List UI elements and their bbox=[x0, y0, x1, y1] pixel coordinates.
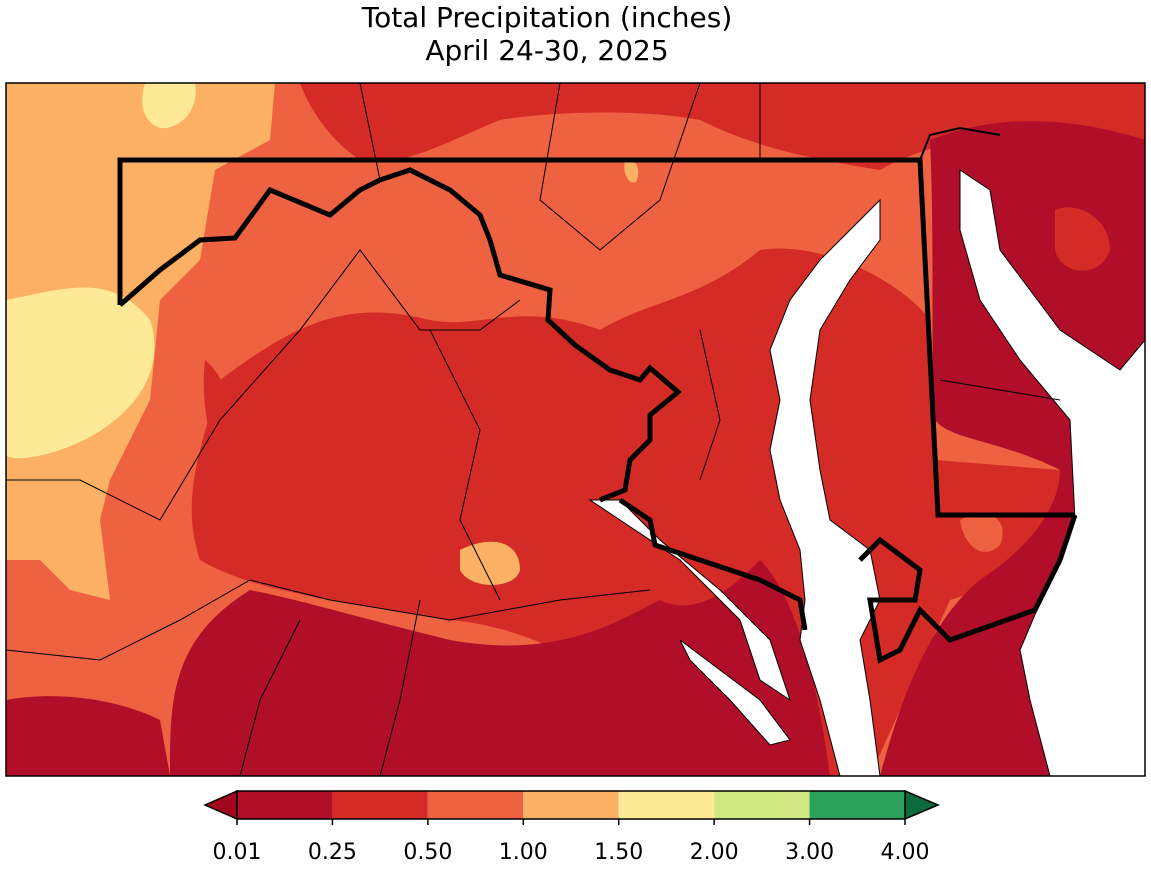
water bbox=[769, 198, 881, 776]
colorbar-bin bbox=[523, 791, 619, 819]
colorbar-bin bbox=[237, 791, 333, 819]
colorbar-over bbox=[904, 789, 940, 821]
colorbar-under bbox=[203, 789, 238, 821]
county-line bbox=[239, 619, 301, 776]
title-line: April 24-30, 2025 bbox=[425, 34, 668, 67]
state-border bbox=[858, 514, 1078, 664]
colorbar-bin bbox=[714, 791, 810, 819]
precip-region bbox=[142, 83, 196, 129]
precip-region bbox=[170, 560, 830, 776]
water bbox=[679, 639, 791, 746]
colorbar-tick-label: 2.00 bbox=[690, 840, 739, 865]
colorbar-bin bbox=[427, 791, 524, 819]
colorbar-bin bbox=[809, 791, 905, 819]
borders bbox=[6, 83, 1078, 776]
colorbar-tick-label: 1.00 bbox=[499, 840, 548, 865]
title-line: Total Precipitation (inches) bbox=[361, 1, 733, 34]
county-line bbox=[359, 83, 381, 181]
colorbar-tick-label: 1.50 bbox=[594, 840, 643, 865]
county-line bbox=[699, 329, 721, 481]
colorbar-tick-label: 0.25 bbox=[308, 840, 357, 865]
precip-region bbox=[960, 514, 1003, 552]
map-frame bbox=[5, 82, 1146, 777]
precip-region bbox=[6, 287, 155, 459]
county-line bbox=[6, 249, 521, 521]
precip-region bbox=[203, 360, 234, 470]
state-border bbox=[919, 126, 1001, 161]
county-line bbox=[539, 83, 701, 251]
state-border bbox=[118, 167, 682, 503]
county-line bbox=[939, 379, 1061, 401]
map bbox=[6, 83, 1145, 776]
county-line bbox=[6, 579, 651, 661]
precip-region bbox=[300, 83, 1145, 170]
water bbox=[959, 169, 1145, 776]
colorbar-tick-label: 3.00 bbox=[785, 840, 834, 865]
colorbar: 0.01 0.25 0.50 1.00 1.50 2.00 3.00 4.00 bbox=[203, 789, 940, 865]
precip-region bbox=[6, 696, 170, 776]
colorbar-bin bbox=[332, 791, 428, 819]
colorbar-tick-label: 0.50 bbox=[403, 840, 452, 865]
precip-region bbox=[1055, 207, 1110, 271]
colorbar-tick-label: 4.00 bbox=[881, 840, 930, 865]
colorbar-tick-label: 0.01 bbox=[213, 840, 262, 865]
state-border bbox=[618, 497, 808, 631]
precip-region bbox=[460, 541, 520, 585]
colorbar-bin bbox=[618, 791, 715, 819]
county-line bbox=[429, 329, 501, 601]
county-line bbox=[379, 599, 421, 776]
precip-region bbox=[624, 159, 639, 183]
colorbar-outline bbox=[236, 790, 906, 820]
